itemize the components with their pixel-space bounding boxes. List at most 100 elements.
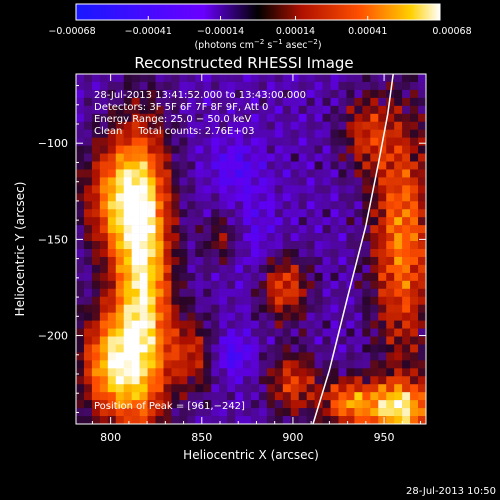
heatmap-cell <box>362 225 371 234</box>
heatmap-cell <box>338 408 347 417</box>
heatmap-cell <box>290 272 300 282</box>
heatmap-cell <box>354 256 363 266</box>
heatmap-cell <box>219 225 228 234</box>
heatmap-cell <box>370 169 379 178</box>
heatmap-cell <box>354 89 363 99</box>
heatmap-cell <box>370 193 379 202</box>
heatmap-cell <box>139 161 148 170</box>
heatmap-cell <box>330 312 339 321</box>
heatmap-cell <box>298 344 307 353</box>
heatmap-cell <box>203 161 212 170</box>
heatmap-cell <box>338 129 347 138</box>
heatmap-cell <box>394 97 403 107</box>
heatmap-cell <box>227 145 236 154</box>
heatmap-cell <box>107 368 117 377</box>
heatmap-cell <box>274 193 284 202</box>
heatmap-cell <box>410 129 419 138</box>
heatmap-cell <box>394 121 403 130</box>
heatmap-cell <box>76 74 85 83</box>
heatmap-cell <box>394 312 403 321</box>
heatmap-cell <box>418 408 426 417</box>
heatmap-cell <box>290 352 300 361</box>
heatmap-cell <box>346 81 355 91</box>
heatmap-cell <box>203 193 212 202</box>
heatmap-cell <box>346 416 355 424</box>
heatmap-cell <box>147 320 156 329</box>
heatmap-cell <box>330 328 339 337</box>
heatmap-cell <box>179 113 188 123</box>
heatmap-cell <box>131 193 140 202</box>
heatmap-cell <box>346 209 355 218</box>
heatmap-cell <box>274 217 284 226</box>
heatmap-cell <box>107 288 117 298</box>
heatmap-cell <box>155 408 164 417</box>
heatmap-cell <box>298 145 307 154</box>
heatmap-cell <box>227 320 236 329</box>
heatmap-cell <box>107 121 117 130</box>
heatmap-cell <box>107 161 117 170</box>
heatmap-cell <box>298 408 307 417</box>
heatmap-cell <box>266 89 276 99</box>
heatmap-cell <box>211 400 220 409</box>
heatmap-cell <box>99 384 109 393</box>
heatmap-cell <box>306 145 315 154</box>
heatmap-cell <box>354 74 363 83</box>
heatmap-cell <box>418 209 426 218</box>
heatmap-cell <box>410 209 419 218</box>
heatmap-cell <box>410 74 419 83</box>
heatmap-cell <box>266 296 276 305</box>
heatmap-cell <box>227 384 236 393</box>
heatmap-cell <box>362 177 371 186</box>
heatmap-cell <box>91 376 101 385</box>
annotation-peak-position: Position of Peak = [961,−242] <box>94 401 245 412</box>
heatmap-cell <box>298 217 307 226</box>
heatmap-cell <box>338 392 347 401</box>
heatmap-cell <box>330 280 339 290</box>
heatmap-cell <box>99 209 109 218</box>
heatmap-cell <box>322 177 331 186</box>
heatmap-cell <box>235 225 244 234</box>
heatmap-cell <box>243 328 252 337</box>
heatmap-cell <box>251 129 260 138</box>
heatmap-cell <box>115 145 125 154</box>
heatmap-cell <box>219 153 228 162</box>
heatmap-cell <box>282 336 292 345</box>
heatmap-cell <box>290 320 300 329</box>
heatmap-cell <box>171 256 180 266</box>
heatmap-cell <box>290 376 300 385</box>
heatmap-cell <box>195 201 204 210</box>
heatmap-cell <box>314 209 323 218</box>
heatmap-cell <box>362 288 371 298</box>
heatmap-cell <box>227 193 236 202</box>
heatmap-cell <box>251 169 260 178</box>
heatmap-cell <box>378 408 387 417</box>
heatmap-cell <box>290 408 300 417</box>
heatmap-cell <box>290 161 300 170</box>
heatmap-cell <box>410 320 419 329</box>
heatmap-cell <box>251 408 260 417</box>
heatmap-cell <box>410 400 419 409</box>
heatmap-cell <box>258 312 268 321</box>
heatmap-cell <box>147 74 156 83</box>
heatmap-cell <box>282 201 292 210</box>
heatmap-cell <box>187 145 196 154</box>
heatmap-cell <box>147 225 156 234</box>
heatmap-cell <box>282 249 292 258</box>
heatmap-cell <box>346 249 355 258</box>
heatmap-cell <box>306 105 315 115</box>
heatmap-cell <box>314 256 323 266</box>
heatmap-cell <box>76 169 85 178</box>
heatmap-cell <box>394 296 403 305</box>
heatmap-cell <box>298 336 307 345</box>
heatmap-cell <box>99 328 109 337</box>
heatmap-cell <box>171 272 180 282</box>
heatmap-cell <box>219 233 228 242</box>
heatmap-cell <box>99 392 109 401</box>
heatmap-cell <box>378 177 387 186</box>
heatmap-cell <box>418 105 426 115</box>
heatmap-cell <box>394 89 403 99</box>
heatmap-cell <box>330 288 339 298</box>
heatmap-cell <box>115 89 125 99</box>
heatmap-cell <box>362 392 371 401</box>
heatmap-cell <box>306 193 315 202</box>
